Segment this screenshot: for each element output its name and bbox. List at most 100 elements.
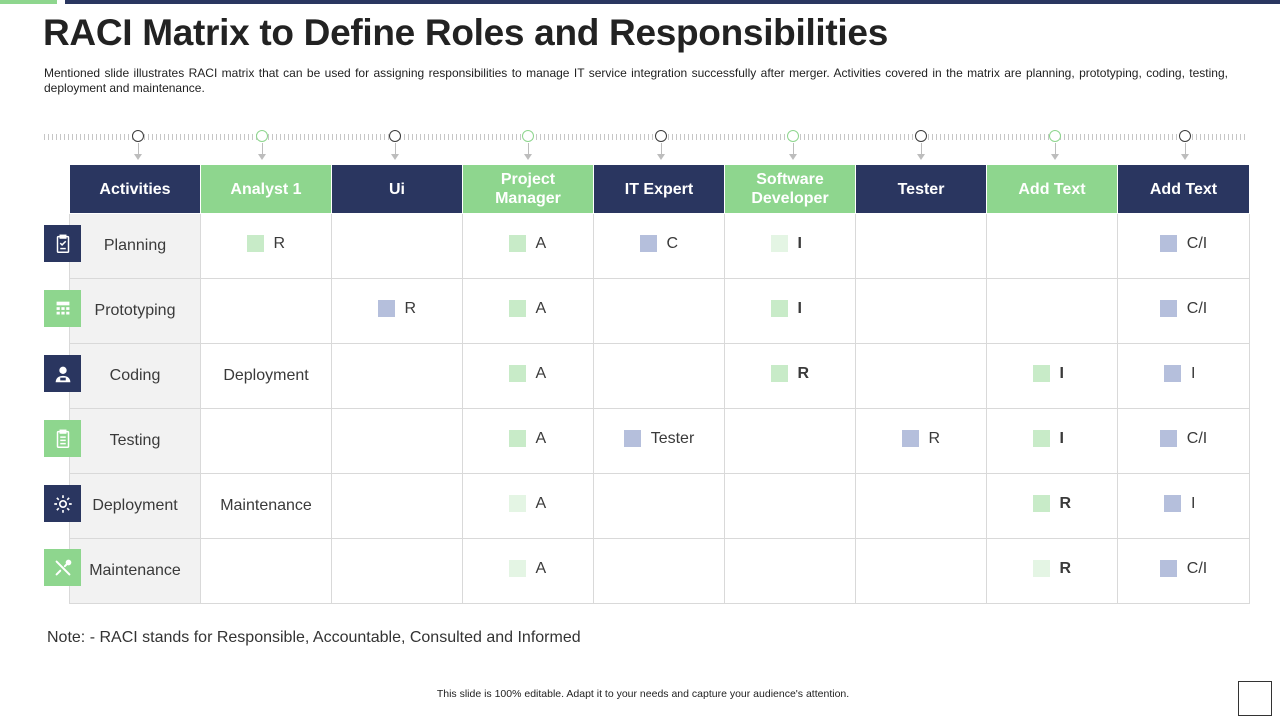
matrix-cell: C/I: [1117, 408, 1250, 474]
activity-label: Testing: [69, 408, 201, 474]
raci-square-marker: [377, 300, 395, 318]
matrix-cell: [200, 538, 332, 604]
timeline-marker: [913, 128, 929, 164]
raci-square-marker: [508, 365, 526, 383]
raci-entry-text: C/I: [1186, 429, 1208, 447]
matrix-cell: [855, 213, 987, 279]
raci-entry-text: R: [273, 234, 286, 252]
raci-entry-text: A: [535, 299, 547, 317]
header-project-manager: Project Manager: [462, 164, 594, 214]
raci-entry-text: C/I: [1186, 234, 1208, 252]
calculator-icon: [44, 290, 81, 327]
raci-entry-text: I: [1191, 364, 1196, 382]
gear-icon: [44, 485, 81, 522]
table-row: Testing A Tester R I C/I: [69, 408, 1250, 474]
matrix-cell: R: [724, 343, 856, 409]
table-header-row: Activities Analyst 1 Ui Project Manager …: [69, 164, 1250, 214]
table-row: Planning R A C I C/I: [69, 213, 1250, 279]
raci-entry-text: I: [1059, 429, 1064, 447]
raci-entry: A: [508, 364, 548, 383]
raci-square-marker: [1164, 365, 1181, 383]
raci-square-marker: [508, 430, 526, 448]
timeline-marker: [653, 128, 669, 164]
matrix-cell: R: [331, 278, 463, 344]
raci-square-marker: [508, 495, 526, 513]
raci-square-marker: [1159, 560, 1177, 578]
table-row: Prototyping R A I C/I: [69, 278, 1250, 344]
top-accent-bar-navy: [65, 0, 1280, 4]
timeline-dotted-line: [44, 134, 1248, 140]
matrix-cell: [593, 473, 725, 539]
matrix-cell: C: [593, 213, 725, 279]
raci-entry-text: R: [1059, 494, 1072, 512]
slide-subtitle: Mentioned slide illustrates RACI matrix …: [44, 66, 1228, 95]
matrix-cell: A: [462, 473, 594, 539]
header-tester: Tester: [855, 164, 987, 214]
matrix-cell: [986, 278, 1118, 344]
raci-square-marker: [246, 235, 264, 253]
table-row: Coding Deployment A R I I: [69, 343, 1250, 409]
matrix-cell: I: [986, 343, 1118, 409]
raci-entry: Tester: [623, 429, 695, 448]
header-add-text-1: Add Text: [986, 164, 1118, 214]
raci-entry: A: [508, 299, 548, 318]
raci-matrix-table: Activities Analyst 1 Ui Project Manager …: [69, 164, 1250, 604]
raci-entry-text: I: [797, 234, 802, 252]
matrix-cell: [855, 473, 987, 539]
matrix-cell: [855, 343, 987, 409]
header-it-expert: IT Expert: [593, 164, 725, 214]
raci-entry: A: [508, 235, 548, 253]
raci-entry-text: Tester: [650, 429, 695, 447]
matrix-cell: C/I: [1117, 213, 1250, 279]
matrix-cell: [200, 278, 332, 344]
raci-entry: I: [1032, 365, 1072, 383]
raci-square-marker: [508, 235, 526, 253]
matrix-cell: Maintenance: [200, 473, 332, 539]
matrix-cell: [331, 213, 463, 279]
raci-square-marker: [1032, 430, 1050, 448]
raci-square-marker: [770, 300, 788, 318]
matrix-cell: [593, 343, 725, 409]
matrix-cell: R: [200, 213, 332, 279]
matrix-cell: [331, 343, 463, 409]
timeline-marker: [1177, 128, 1193, 164]
raci-entry-text: A: [535, 429, 547, 447]
raci-entry: C/I: [1159, 429, 1208, 448]
raci-entry-text: R: [797, 364, 810, 382]
raci-entry: R: [1032, 560, 1072, 578]
raci-entry: I: [1164, 495, 1203, 513]
raci-square-marker: [639, 235, 657, 253]
matrix-cell: I: [724, 213, 856, 279]
developer-user-icon: [44, 355, 81, 392]
raci-entry-text: R: [928, 429, 941, 447]
timeline-marker: [785, 128, 801, 164]
raci-square-marker: [623, 430, 641, 448]
activity-label: Coding: [69, 343, 201, 409]
matrix-cell: I: [1117, 343, 1250, 409]
raci-square-marker: [1159, 235, 1177, 253]
raci-square-marker: [1164, 495, 1181, 513]
matrix-cell: [855, 538, 987, 604]
raci-entry: A: [508, 559, 548, 578]
header-activities: Activities: [69, 164, 201, 214]
raci-entry: C/I: [1159, 560, 1207, 578]
raci-entry: C/I: [1159, 234, 1208, 253]
raci-square-marker: [770, 365, 788, 383]
matrix-cell: [855, 278, 987, 344]
timeline-marker: [520, 128, 536, 164]
top-accent-bar-green: [0, 0, 57, 4]
matrix-cell: I: [1117, 473, 1250, 539]
matrix-cell: R: [855, 408, 987, 474]
raci-entry: I: [1164, 365, 1203, 383]
raci-entry: Deployment: [223, 367, 308, 385]
matrix-cell: Deployment: [200, 343, 332, 409]
raci-entry-text: A: [535, 364, 547, 382]
raci-square-marker: [901, 430, 919, 448]
raci-entry-text: R: [404, 299, 417, 317]
clipboard-icon: [44, 225, 81, 262]
timeline-marker: [387, 128, 403, 164]
matrix-cell: [986, 213, 1118, 279]
matrix-cell: [724, 473, 856, 539]
raci-entry-text: A: [535, 559, 547, 577]
raci-square-marker: [1159, 430, 1177, 448]
